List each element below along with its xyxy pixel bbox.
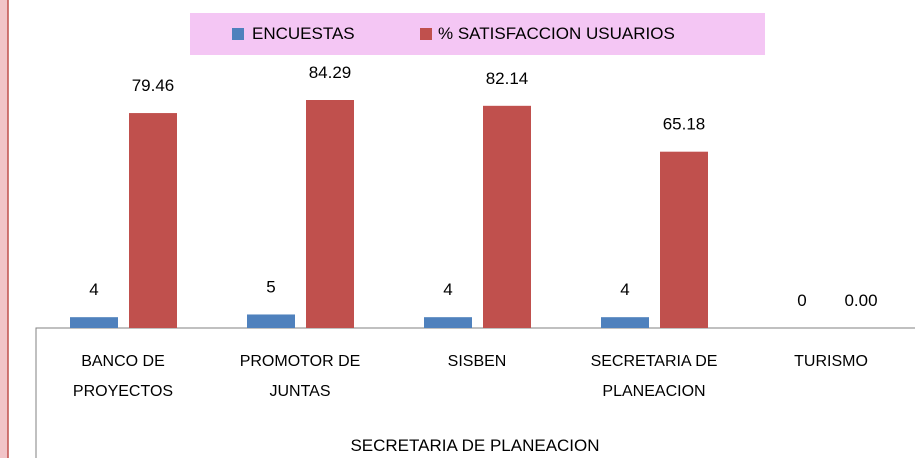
bar — [660, 151, 708, 328]
legend-label: ENCUESTAS — [252, 24, 355, 43]
bar — [601, 317, 649, 328]
legend-box — [190, 13, 765, 55]
value-label: 79.46 — [132, 76, 175, 95]
value-label: 0.00 — [844, 291, 877, 310]
legend-swatch — [232, 28, 244, 40]
value-label: 4 — [443, 280, 452, 299]
bar — [306, 100, 354, 328]
value-label: 65.18 — [663, 115, 706, 134]
bar — [70, 317, 118, 328]
legend-label: % SATISFACCION USUARIOS — [438, 24, 675, 43]
bar — [483, 105, 531, 328]
x-tick-label: PROMOTOR DE JUNTAS — [239, 353, 361, 400]
x-axis-title: SECRETARIA DE PLANEACION — [350, 436, 599, 455]
value-label: 4 — [89, 280, 98, 299]
bar — [247, 314, 295, 328]
value-label: 5 — [266, 277, 275, 296]
value-label: 0 — [797, 291, 806, 310]
x-tick-label: BANCO DE PROYECTOS — [72, 353, 174, 400]
value-label: 84.29 — [309, 63, 352, 82]
value-label: 4 — [620, 280, 629, 299]
side-strip — [0, 0, 8, 458]
x-tick-label: SISBEN — [447, 353, 507, 370]
bar — [424, 317, 472, 328]
x-tick-label: SECRETARIA DE PLANEACION — [590, 353, 718, 400]
bar — [129, 113, 177, 328]
value-label: 82.14 — [486, 69, 529, 88]
x-tick-label: TURISMO — [794, 353, 868, 370]
legend-swatch — [420, 28, 432, 40]
